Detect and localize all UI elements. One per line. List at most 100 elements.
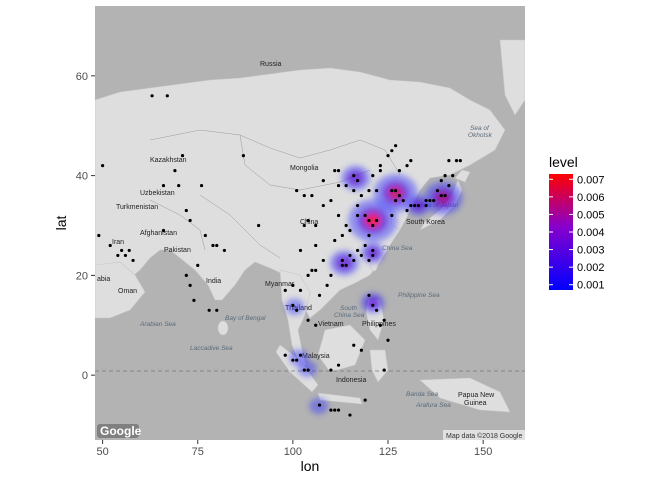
legend-label-4: 0.005 (577, 209, 605, 221)
y-tick-label-0: 0 (82, 370, 88, 382)
label-arafura-sea: Arafura Sea (415, 402, 451, 409)
data-point-96 (355, 178, 360, 183)
data-point-51 (336, 408, 341, 412)
legend: level 0.0010.0020.0030.0040.0050.0060.00… (549, 154, 605, 292)
data-point-125 (416, 203, 421, 208)
data-point-0 (150, 94, 154, 98)
data-point-127 (428, 198, 432, 203)
data-point-38 (306, 273, 310, 277)
label-laccadive-sea: Laccadive Sea (190, 345, 233, 352)
density-core-0 (365, 213, 381, 228)
label-pakistan: Pakistan (164, 247, 191, 254)
data-point-49 (317, 403, 322, 407)
data-point-134 (454, 159, 459, 163)
legend-ticks: 0.001 0.002 0.003 0.004 0.005 0.006 0.007 (549, 174, 605, 292)
points-layer (97, 94, 462, 417)
data-point-102 (386, 154, 390, 158)
data-point-137 (435, 188, 440, 193)
data-point-71 (371, 223, 375, 228)
label-afghanistan: Afghanistan (140, 230, 177, 237)
data-point-1 (165, 94, 169, 98)
data-point-109 (302, 193, 306, 198)
data-point-32 (283, 288, 287, 292)
label-south-china-sea: South (340, 305, 357, 312)
data-point-62 (340, 263, 344, 268)
data-point-93 (352, 188, 356, 193)
data-point-24 (211, 243, 215, 248)
data-point-105 (371, 174, 375, 178)
data-point-59 (367, 293, 371, 297)
data-point-13 (203, 233, 207, 238)
data-point-104 (394, 144, 398, 148)
label-philippine-sea: Philippine Sea (398, 292, 440, 299)
label-sea-of-okhotsk: Sea of (470, 125, 490, 132)
data-point-47 (359, 348, 363, 352)
legend-label-0: 0.001 (577, 280, 605, 292)
data-point-45 (329, 368, 333, 372)
data-point-115 (367, 258, 371, 263)
label-myanmar: Myanmar (265, 281, 295, 288)
data-point-2 (101, 164, 105, 168)
label-uzbekistan: Uzbekistan (140, 190, 175, 197)
label-east-china-sea: China Sea (382, 245, 413, 252)
data-point-90 (348, 228, 352, 233)
data-point-15 (215, 308, 219, 312)
data-point-33 (306, 318, 310, 322)
data-point-82 (306, 218, 310, 223)
data-point-73 (367, 218, 371, 223)
data-point-37 (314, 268, 318, 272)
label-arabia: abia (97, 276, 110, 283)
country-borders (149, 129, 401, 259)
data-point-101 (378, 164, 382, 168)
data-point-77 (340, 233, 344, 238)
data-point-3 (120, 248, 124, 253)
data-point-143 (397, 169, 402, 173)
data-point-95 (352, 174, 356, 178)
x-tick-label-0: 50 (96, 446, 108, 458)
data-point-107 (374, 188, 379, 193)
data-point-119 (394, 198, 398, 203)
data-point-28 (291, 303, 295, 307)
label-bay-of-bengal: Bay of Bengal (225, 315, 266, 322)
data-point-56 (371, 303, 375, 307)
data-point-6 (116, 253, 120, 258)
data-point-98 (336, 169, 341, 173)
data-point-52 (348, 413, 352, 417)
y-tick-label-3: 60 (76, 71, 88, 83)
data-point-12 (188, 283, 192, 287)
data-point-111 (321, 178, 325, 183)
data-point-5 (127, 248, 131, 253)
data-point-69 (363, 243, 367, 248)
x-tick-label-3: 125 (379, 446, 397, 458)
data-point-64 (340, 258, 344, 263)
data-point-61 (333, 408, 337, 412)
data-point-11 (184, 208, 188, 213)
data-point-140 (451, 174, 455, 178)
data-point-72 (374, 218, 379, 223)
data-point-31 (291, 283, 295, 287)
svg-text:Google: Google (100, 424, 142, 438)
data-point-97 (336, 183, 341, 188)
data-point-44 (298, 353, 303, 357)
data-point-128 (432, 198, 436, 203)
data-point-114 (371, 248, 375, 253)
y-axis-title: lat (53, 216, 69, 231)
data-point-116 (371, 253, 375, 258)
density-mid-4 (335, 255, 354, 271)
legend-label-3: 0.004 (577, 227, 605, 239)
data-point-118 (401, 198, 405, 203)
density-outer-9 (285, 298, 305, 316)
data-point-89 (333, 238, 337, 243)
label-malaysia: Malaysia (302, 353, 330, 360)
label-india: India (206, 278, 221, 285)
data-point-43 (306, 368, 310, 372)
data-point-84 (298, 248, 303, 253)
data-point-23 (199, 183, 204, 188)
google-logo: Google (97, 424, 142, 438)
label-russia: Russia (260, 61, 282, 68)
data-point-58 (378, 323, 382, 327)
attribution-bg (443, 430, 525, 440)
data-point-135 (439, 178, 443, 183)
label-turkmenistan: Turkmenistan (116, 204, 158, 211)
data-point-21 (173, 169, 177, 173)
